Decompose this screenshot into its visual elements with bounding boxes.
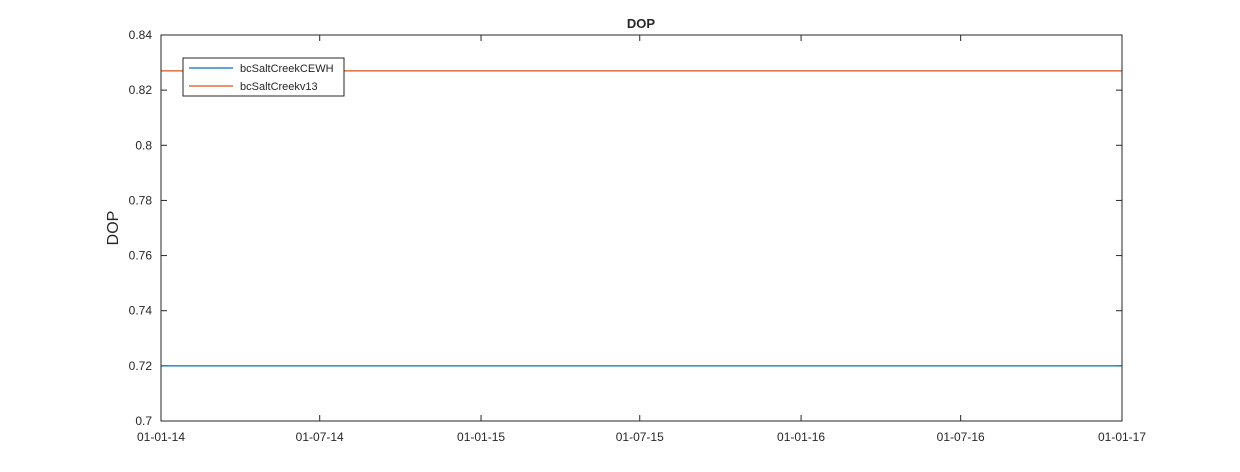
legend-label-series-2: bcSaltCreekv13 [240, 81, 318, 93]
x-tick-label: 01-07-15 [616, 430, 664, 444]
x-axis-ticks: 01-01-14 01-07-14 01-01-15 01-07-15 01-01-16… [137, 35, 1146, 444]
x-tick-label: 01-01-14 [137, 430, 185, 444]
y-axis-label: DOP [105, 211, 122, 246]
chart-title: DOP [627, 16, 656, 31]
axes-box [160, 34, 1123, 422]
y-tick-label: 0.72 [129, 359, 153, 373]
y-tick-label: 0.7 [135, 414, 152, 428]
x-tick-label: 01-01-17 [1098, 430, 1146, 444]
x-tick-label: 01-01-16 [777, 430, 825, 444]
y-tick-label: 0.84 [129, 28, 153, 42]
y-tick-label: 0.76 [129, 249, 153, 263]
y-tick-label: 0.8 [135, 138, 152, 152]
legend-box [182, 57, 345, 97]
y-axis-ticks: 0.7 0.72 0.74 0.76 0.78 0.8 0.82 0.84 [129, 28, 1122, 428]
y-tick-label: 0.74 [129, 304, 153, 318]
y-tick-label: 0.82 [129, 83, 153, 97]
legend: bcSaltCreekCEWH bcSaltCreekv13 [182, 57, 345, 97]
legend-label-series-1: bcSaltCreekCEWH [240, 63, 334, 75]
x-tick-label: 01-01-15 [457, 430, 505, 444]
x-tick-label: 01-07-16 [937, 430, 985, 444]
x-tick-label: 01-07-14 [296, 430, 344, 444]
plot-area [161, 35, 1122, 421]
y-tick-label: 0.78 [129, 193, 153, 207]
